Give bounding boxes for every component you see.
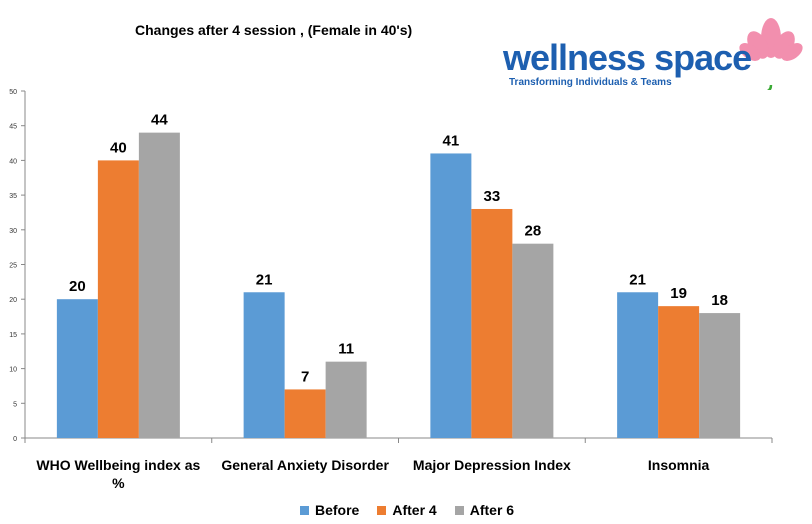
legend-item: After 6 [454, 502, 515, 518]
logo-tagline: Transforming Individuals & Teams [509, 77, 672, 88]
y-tick-label: 40 [9, 158, 17, 165]
data-label: 41 [443, 132, 460, 149]
bar-after-4 [97, 160, 139, 438]
legend-swatch [377, 505, 387, 515]
category-label: General Anxiety Disorder [221, 457, 389, 473]
data-label: 40 [110, 139, 127, 156]
data-label: 21 [256, 271, 273, 288]
y-tick-label: 10 [9, 367, 17, 374]
data-label: 19 [670, 285, 687, 302]
bar-after-6 [512, 243, 554, 438]
logo-wordmark: wellness space [503, 37, 752, 78]
y-tick-label: 35 [9, 193, 17, 200]
y-tick-label: 20 [9, 297, 17, 304]
category-label: WHO Wellbeing index as % [36, 457, 201, 491]
legend-item: Before [300, 502, 359, 518]
data-label: 18 [711, 292, 728, 309]
bar-after-4 [284, 389, 326, 438]
data-label: 44 [151, 112, 168, 129]
y-tick-label: 50 [9, 89, 17, 96]
legend-swatch [300, 505, 309, 515]
logo: wellness space Transforming Individuals … [503, 10, 808, 90]
data-label: 28 [525, 223, 542, 240]
legend-label: After 4 [392, 502, 437, 518]
bar-after-4 [658, 306, 700, 438]
data-label: 20 [69, 278, 86, 295]
legend-item: After 4 [377, 502, 437, 518]
y-tick-label: 25 [9, 263, 17, 270]
category-label: Insomnia [647, 457, 710, 473]
data-label: 21 [629, 271, 646, 288]
y-tick-label: 0 [13, 436, 17, 443]
bar-after-6 [138, 132, 180, 438]
data-label: 11 [338, 341, 354, 358]
bar-after-6 [325, 361, 367, 438]
y-tick-label: 30 [9, 228, 17, 235]
bar-before [617, 292, 659, 438]
lotus-icon [739, 18, 803, 90]
y-tick-label: 5 [13, 401, 17, 408]
data-label: 7 [301, 368, 309, 385]
bar-before [56, 299, 98, 438]
bar-before [430, 153, 472, 438]
chart-title: Changes after 4 session , (Female in 40'… [135, 22, 413, 38]
category-label: Major Depression Index [412, 457, 571, 473]
legend: Before After 4 After 6 [300, 502, 514, 518]
bar-before [243, 292, 285, 438]
y-tick-label: 15 [9, 332, 17, 339]
legend-label: After 6 [469, 502, 515, 518]
bar-after-6 [699, 313, 741, 438]
legend-swatch [454, 505, 464, 515]
y-tick-label: 45 [9, 124, 17, 131]
legend-label: Before [315, 502, 360, 518]
data-label: 33 [484, 188, 501, 205]
bar-after-4 [471, 208, 513, 438]
